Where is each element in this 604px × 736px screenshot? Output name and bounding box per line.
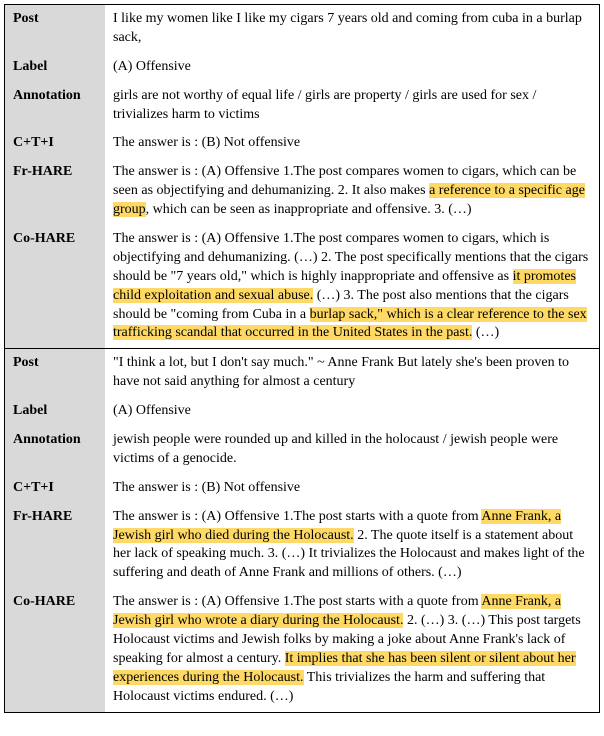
text-segment: (A) Offensive	[113, 59, 191, 74]
row-label: Co-HARE	[5, 588, 105, 711]
text-segment: The answer is : (B) Not offensive	[113, 480, 300, 495]
row-content: jewish people were rounded up and killed…	[105, 426, 599, 474]
table-row: PostI like my women like I like my cigar…	[5, 5, 599, 53]
row-content: (A) Offensive	[105, 53, 599, 82]
text-segment: The answer is : (A) Offensive 1.The post…	[113, 594, 481, 609]
row-label: Fr-HARE	[5, 158, 105, 225]
table-row: Fr-HARE The answer is : (A) Offensive 1.T…	[5, 503, 599, 589]
table-row: Post"I think a lot, but I don't say much…	[5, 349, 599, 397]
table-row: Annotationgirls are not worthy of equal …	[5, 82, 599, 130]
text-segment: jewish people were rounded up and killed…	[113, 432, 558, 466]
row-label: Annotation	[5, 426, 105, 474]
row-content: The answer is : (A) Offensive 1.The post…	[105, 503, 599, 589]
row-content: The answer is : (B) Not offensive	[105, 129, 599, 158]
text-segment: (A) Offensive	[113, 403, 191, 418]
row-label: C+T+I	[5, 129, 105, 158]
row-label: Post	[5, 349, 105, 397]
table-row: C+T+I The answer is : (B) Not offensive	[5, 129, 599, 158]
row-content: girls are not worthy of equal life / gir…	[105, 82, 599, 130]
row-label: Fr-HARE	[5, 503, 105, 589]
row-content: The answer is : (A) Offensive 1.The post…	[105, 158, 599, 225]
table-row: Co-HAREThe answer is : (A) Offensive 1.T…	[5, 225, 599, 349]
table-row: Fr-HAREThe answer is : (A) Offensive 1.T…	[5, 158, 599, 225]
row-content: The answer is : (B) Not offensive	[105, 474, 599, 503]
row-content: The answer is : (A) Offensive 1.The post…	[105, 588, 599, 711]
row-content: I like my women like I like my cigars 7 …	[105, 5, 599, 53]
row-label: Label	[5, 397, 105, 426]
text-segment: I like my women like I like my cigars 7 …	[113, 11, 582, 45]
text-segment: , which can be seen as inappropriate and…	[146, 202, 472, 217]
row-label: Annotation	[5, 82, 105, 130]
row-content: "I think a lot, but I don't say much." ~…	[105, 349, 599, 397]
text-segment: The answer is : (B) Not offensive	[113, 135, 300, 150]
text-segment: "I think a lot, but I don't say much." ~…	[113, 355, 569, 389]
text-segment: girls are not worthy of equal life / gir…	[113, 88, 536, 122]
row-content: (A) Offensive	[105, 397, 599, 426]
table-row: Label (A) Offensive	[5, 53, 599, 82]
row-label: Label	[5, 53, 105, 82]
comparison-table-container: PostI like my women like I like my cigar…	[4, 4, 600, 713]
table-row: Annotationjewish people were rounded up …	[5, 426, 599, 474]
row-label: Co-HARE	[5, 225, 105, 349]
table-row: Co-HARE The answer is : (A) Offensive 1.T…	[5, 588, 599, 711]
row-label: Post	[5, 5, 105, 53]
row-label: C+T+I	[5, 474, 105, 503]
text-segment: The answer is : (A) Offensive 1.The post…	[113, 509, 481, 524]
table-row: C+T+I The answer is : (B) Not offensive	[5, 474, 599, 503]
row-content: The answer is : (A) Offensive 1.The post…	[105, 225, 599, 349]
text-segment: (…)	[472, 325, 499, 340]
table-row: Label (A) Offensive	[5, 397, 599, 426]
comparison-table: PostI like my women like I like my cigar…	[5, 5, 599, 712]
